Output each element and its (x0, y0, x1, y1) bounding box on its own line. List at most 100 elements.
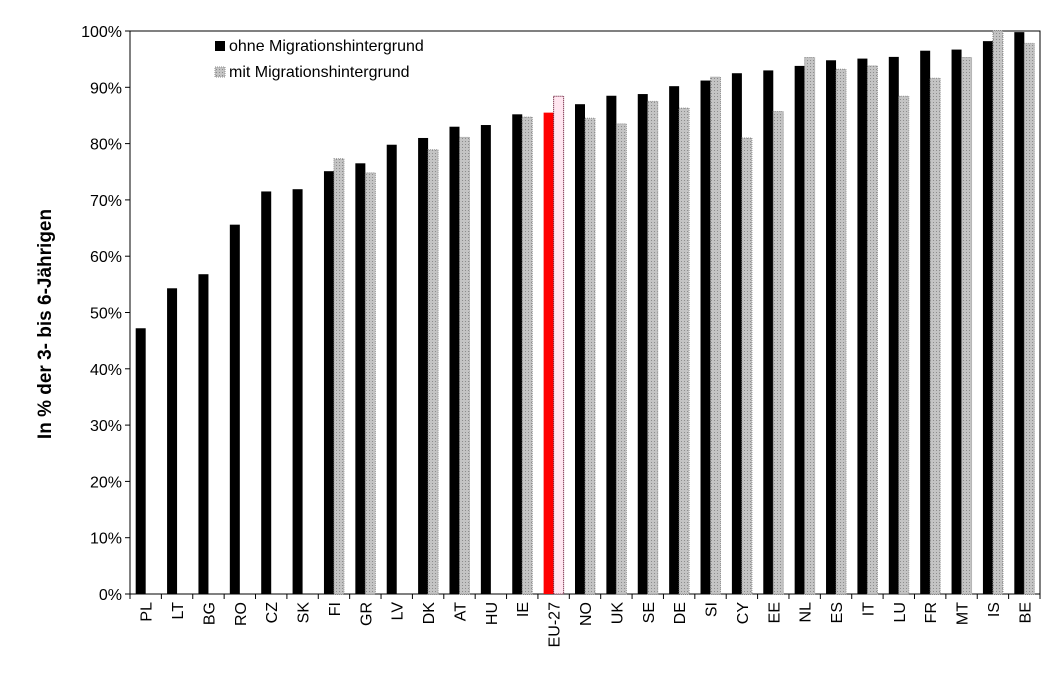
y-tick-label: 80% (90, 137, 122, 154)
x-tick-label-be: BE (1017, 602, 1034, 623)
bar-mit-si (710, 76, 722, 595)
y-tick-label: 60% (90, 249, 122, 266)
bar-mit-fi (333, 158, 345, 595)
bar-mit-ie (521, 116, 533, 595)
x-tick-label-se: SE (641, 602, 658, 623)
x-tick-label-fi: FI (327, 602, 344, 616)
bar-ohne-mt (951, 49, 962, 595)
x-tick-label-mt: MT (955, 602, 972, 625)
bar-mit-es (835, 68, 847, 595)
bar-ohne-it (857, 58, 868, 595)
x-tick-label-si: SI (704, 602, 721, 617)
bars-group (135, 30, 1035, 595)
bar-ohne-dk (418, 137, 429, 594)
bar-ohne-lt (167, 288, 178, 594)
x-tick-label-cy: CY (735, 602, 752, 625)
bar-ohne-lu (888, 56, 899, 594)
x-tick-label-bg: BG (201, 602, 218, 625)
x-tick-label-dk: DK (421, 602, 438, 625)
bar-mit-gr (364, 172, 376, 595)
bar-mit-uk (615, 123, 627, 595)
bar-ohne-se (637, 94, 648, 594)
bar-mit-at (458, 136, 470, 595)
y-tick-label: 100% (81, 24, 122, 41)
x-tick-label-nl: NL (798, 602, 815, 623)
x-tick-label-ee: EE (766, 602, 783, 623)
bar-ohne-es (826, 60, 837, 594)
x-tick-label-ro: RO (233, 602, 250, 626)
bar-ohne-gr (355, 163, 366, 594)
x-tick-label-no: NO (578, 602, 595, 626)
bar-mit-mt (961, 56, 973, 595)
bar-mit-fr (929, 77, 941, 595)
bar-ohne-cz (261, 191, 272, 594)
bar-ohne-nl (794, 65, 805, 594)
bar-ohne-ee (763, 70, 774, 594)
bar-mit-cy (741, 137, 753, 595)
y-tick-label: 10% (90, 531, 122, 548)
bar-ohne-no (575, 104, 585, 594)
bar-mit-lu (898, 95, 910, 595)
bar-mit-dk (427, 149, 439, 595)
bar-ohne-fi (323, 171, 334, 594)
x-tick-label-lv: LV (390, 602, 407, 621)
bar-ohne-hu (480, 125, 491, 595)
bar-ohne-pl (135, 328, 146, 594)
x-tick-label-it: IT (860, 602, 877, 616)
bar-ohne-ro (229, 224, 240, 594)
y-tick-label: 20% (90, 474, 122, 491)
x-tick-label-es: ES (829, 602, 846, 623)
legend-label-ohne: ohne Migrationshintergrund (229, 38, 424, 55)
legend-swatch-mit (214, 66, 226, 78)
x-tick-label-pl: PL (139, 602, 156, 622)
legend: ohne Migrationshintergrund mit Migration… (214, 38, 424, 81)
bar-ohne-ie (512, 114, 523, 594)
legend-swatch-ohne (215, 41, 225, 51)
bar-mit-is (992, 30, 1004, 595)
x-tick-label-cz: CZ (264, 602, 281, 624)
bar-ohne-uk (606, 95, 617, 595)
y-tick-label: 40% (90, 362, 122, 379)
x-tick-label-hu: HU (484, 602, 501, 625)
legend-label-mit: mit Migrationshintergrund (229, 64, 410, 81)
x-tick-label-is: IS (986, 602, 1003, 617)
x-tick-label-sk: SK (296, 602, 313, 624)
x-tick-label-gr: GR (358, 602, 375, 626)
y-tick-label: 70% (90, 193, 122, 210)
bar-ohne-bg (198, 274, 209, 594)
x-tick-label-eu-27: EU-27 (547, 602, 564, 647)
bar-ohne-fr (920, 50, 931, 594)
bar-mit-nl (804, 56, 816, 595)
bar-mit-de (678, 107, 690, 595)
y-tick-label: 50% (90, 306, 122, 323)
x-tick-labels: PL LT BG RO CZ SK FI GR LV DK AT HU IE EU-27 NO UK SE DE S… (139, 602, 1035, 648)
y-tick-label: 30% (90, 418, 122, 435)
y-axis-title: In % der 3- bis 6-Jährigen (35, 209, 56, 439)
bar-ohne-cy (731, 73, 742, 595)
x-tick-label-fr: FR (923, 602, 940, 623)
x-tick-label-lt: LT (170, 602, 187, 620)
bar-mit-be (1023, 42, 1035, 595)
x-tick-label-lu: LU (892, 602, 909, 622)
x-tick-label-de: DE (672, 602, 689, 624)
bar-mit-eu-27 (553, 95, 565, 595)
x-tick-label-at: AT (452, 602, 469, 621)
bar-mit-ee (772, 111, 784, 595)
x-tick-label-uk: UK (609, 602, 626, 625)
bar-mit-no (584, 117, 596, 595)
bar-ohne-eu-27 (543, 112, 554, 594)
bar-ohne-sk (292, 189, 303, 594)
bar-ohne-at (449, 126, 460, 595)
bar-ohne-de (669, 86, 680, 594)
y-tick-label: 0% (99, 587, 122, 604)
bar-ohne-is (982, 41, 993, 595)
x-tick-label-ie: IE (515, 602, 532, 617)
bar-mit-it (866, 65, 878, 595)
bar-mit-se (647, 100, 659, 595)
bar-ohne-be (1014, 32, 1025, 595)
y-tick-label: 90% (90, 80, 122, 97)
bar-ohne-si (700, 80, 711, 594)
bar-ohne-lv (386, 144, 397, 594)
